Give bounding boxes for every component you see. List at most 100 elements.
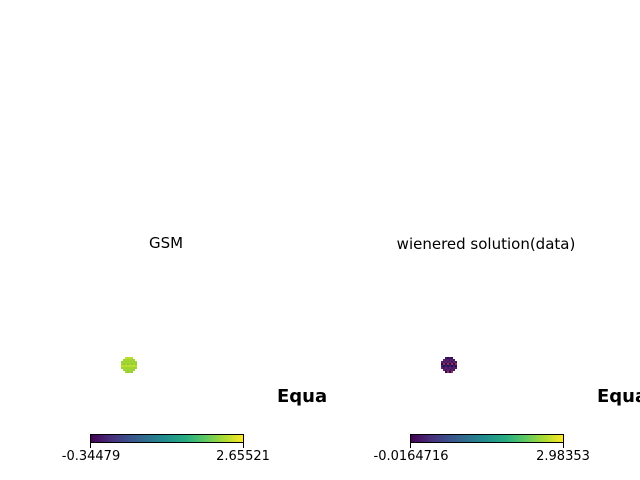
map-pixel (133, 363, 135, 365)
map-pixel (133, 365, 135, 367)
map-pixel (449, 367, 451, 369)
map-pixel (133, 359, 135, 361)
map-pixel (453, 363, 455, 365)
map-pixel (453, 359, 455, 361)
map-pixel (127, 363, 129, 365)
map-pixel (445, 369, 447, 371)
map-pixel (443, 363, 445, 365)
map-pixel (127, 357, 129, 359)
map-pixel (131, 369, 133, 371)
map-pixel (453, 361, 455, 363)
map-pixel (133, 369, 135, 371)
map-pixel (455, 367, 457, 369)
map-pixel (123, 369, 125, 371)
gsm-colorbar-max-label: 2.65521 (216, 449, 270, 464)
wienered-colorbar-tick-min (410, 443, 411, 448)
map-pixel (129, 361, 131, 363)
wienered-side-label: Equa (597, 386, 640, 407)
map-pixel (131, 371, 133, 373)
map-pixel (449, 359, 451, 361)
map-pixel (441, 363, 443, 365)
map-pixel (445, 359, 447, 361)
map-pixel (131, 357, 133, 359)
gsm-panel: GSM Equa -0.34479 2.65521 (61, 234, 328, 464)
map-pixel (445, 363, 447, 365)
map-pixel (451, 371, 453, 373)
map-pixel (451, 365, 453, 367)
map-pixel (125, 367, 127, 369)
map-pixel (445, 361, 447, 363)
map-pixel (449, 365, 451, 367)
map-pixel (445, 365, 447, 367)
map-pixel (455, 365, 457, 367)
map-pixel (129, 359, 131, 361)
map-pixel (127, 361, 129, 363)
map-pixel (443, 365, 445, 367)
wienered-panel: wienered solution(data) Equa -0.0164716 … (320, 0, 640, 480)
map-pixel (449, 357, 451, 359)
map-pixel (453, 369, 455, 371)
map-pixel (123, 367, 125, 369)
map-pixel (447, 363, 449, 365)
map-pixel (451, 359, 453, 361)
gsm-side-label: Equa (277, 386, 328, 407)
map-pixel (121, 361, 123, 363)
map-pixel (441, 365, 443, 367)
map-pixel (453, 365, 455, 367)
map-pixel (127, 367, 129, 369)
map-pixel (129, 371, 131, 373)
map-pixel (135, 365, 137, 367)
map-pixel (131, 359, 133, 361)
map-pixel (135, 361, 137, 363)
gsm-map (121, 357, 137, 373)
map-pixel (449, 363, 451, 365)
map-pixel (455, 363, 457, 365)
map-pixel (135, 363, 137, 365)
map-pixel (121, 363, 123, 365)
wienered-colorbar-tick-max (563, 443, 564, 448)
map-pixel (127, 365, 129, 367)
map-pixel (125, 369, 127, 371)
gsm-colorbar-gradient (90, 434, 244, 443)
map-pixel (129, 357, 131, 359)
map-pixel (451, 357, 453, 359)
map-pixel (443, 367, 445, 369)
map-pixel (131, 365, 133, 367)
map-pixel (447, 357, 449, 359)
gsm-colorbar-tick-min (90, 443, 91, 448)
map-pixel (133, 361, 135, 363)
map-pixel (131, 361, 133, 363)
map-pixel (125, 359, 127, 361)
map-pixel (127, 371, 129, 373)
map-pixel (445, 357, 447, 359)
map-pixel (125, 365, 127, 367)
map-pixel (445, 367, 447, 369)
map-pixel (449, 369, 451, 371)
map-pixel (451, 367, 453, 369)
map-pixel (127, 359, 129, 361)
map-pixel (441, 367, 443, 369)
wienered-colorbar-gradient (410, 434, 564, 443)
wienered-title: wienered solution(data) (396, 235, 576, 253)
map-pixel (131, 367, 133, 369)
map-pixel (127, 369, 129, 371)
map-pixel (447, 365, 449, 367)
map-pixel (451, 361, 453, 363)
map-pixel (451, 369, 453, 371)
map-pixel (133, 367, 135, 369)
map-pixel (129, 363, 131, 365)
map-pixel (447, 371, 449, 373)
map-pixel (123, 365, 125, 367)
gsm-colorbar-tick-max (243, 443, 244, 448)
map-pixel (125, 357, 127, 359)
map-pixel (443, 359, 445, 361)
gsm-colorbar-min-label: -0.34479 (61, 449, 121, 464)
map-pixel (447, 367, 449, 369)
map-pixel (453, 367, 455, 369)
map-pixel (131, 363, 133, 365)
wienered-colorbar-max-label: 2.98353 (536, 449, 590, 464)
map-pixel (121, 367, 123, 369)
map-pixel (135, 367, 137, 369)
map-pixel (441, 361, 443, 363)
map-pixel (129, 367, 131, 369)
